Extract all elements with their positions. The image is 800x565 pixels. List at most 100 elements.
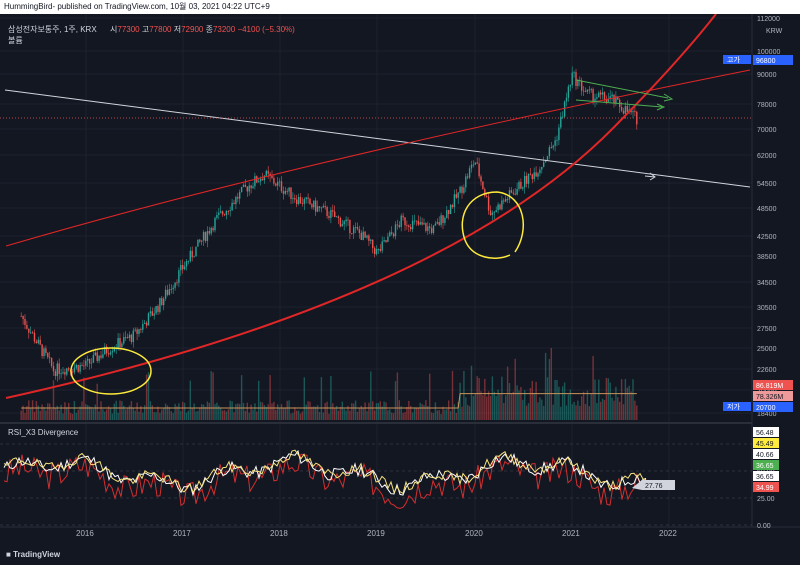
candle-body: [457, 192, 459, 198]
candle-body: [573, 72, 575, 74]
volume-bar: [39, 410, 41, 420]
price-axis[interactable]: 112000 100000 90000 78000 70000 62000 54500 485…: [757, 16, 780, 418]
candle-body: [373, 247, 376, 255]
candle-body: [125, 337, 127, 338]
candle-body: [391, 232, 393, 234]
volume-bar: [231, 401, 233, 420]
volume-bar: [54, 407, 57, 420]
volume-bar: [313, 406, 315, 420]
volume-bar: [240, 375, 243, 420]
volume-bar: [88, 406, 91, 420]
volume-bar: [31, 400, 34, 420]
trend-line-red-thin[interactable]: [5, 69, 751, 247]
volume-bar: [182, 401, 184, 420]
trend-line-white[interactable]: [4, 89, 751, 188]
volume-bar: [497, 389, 499, 420]
candle-body: [271, 175, 273, 179]
candle-body: [563, 101, 566, 117]
volume-bar: [520, 386, 522, 420]
volume-bar: [389, 409, 391, 420]
volume-bar: [250, 404, 252, 420]
volume-bar: [195, 411, 197, 420]
price-tick-label: 78000: [757, 102, 777, 109]
volume-bar: [275, 409, 277, 420]
volume-bar: [410, 405, 412, 420]
candle-body: [87, 358, 89, 361]
highlight-circle-2020[interactable]: [461, 191, 524, 259]
candle-body: [278, 181, 281, 183]
time-tick-label: 2022: [659, 529, 677, 538]
volume-bar: [56, 405, 58, 420]
volume-bar: [210, 371, 212, 420]
volume-bar: [600, 401, 602, 420]
candle-body: [98, 355, 100, 361]
published-header: HummingBird- published on TradingView.co…: [0, 0, 800, 14]
rsi-badge-bg: [753, 471, 779, 481]
candle-body: [33, 332, 36, 342]
rsi-tick-label: 25.00: [757, 496, 775, 503]
volume-bar: [237, 403, 239, 420]
candle-body: [584, 90, 587, 92]
volume-bar: [615, 386, 617, 420]
candle-body: [410, 226, 412, 230]
volume-bar: [77, 409, 79, 420]
rsi-badge-value: 34.99: [756, 485, 774, 492]
volume-bar: [622, 404, 625, 420]
volume-bar: [467, 404, 469, 420]
candle-body: [609, 96, 611, 99]
candle-body: [615, 96, 617, 104]
candle-body: [495, 210, 497, 212]
candle-body: [277, 181, 279, 186]
volume-badge-2: 78.326M: [756, 394, 783, 401]
candle-body: [62, 372, 64, 374]
volume-bar: [343, 408, 345, 420]
volume-bar: [411, 412, 414, 420]
volume-bar: [501, 376, 503, 420]
candle-body: [387, 236, 389, 242]
volume-bar: [619, 401, 621, 420]
volume-bar: [573, 401, 575, 420]
volume-bar: [252, 409, 254, 420]
price-axis-unit: KRW: [766, 28, 783, 35]
rsi-badge-bg: [753, 438, 779, 448]
highlight-circle-2016[interactable]: [70, 347, 152, 395]
candle-body: [288, 187, 290, 192]
channel-top[interactable]: [575, 79, 669, 99]
trend-arrow-white: [644, 175, 656, 178]
volume-bar: [632, 379, 634, 420]
rsi-grid: [0, 443, 752, 526]
candle-body: [83, 365, 85, 367]
rsi-badge-bg: [753, 427, 779, 437]
volume-bar: [554, 379, 556, 420]
candle-body: [197, 239, 199, 247]
candle-body: [206, 231, 209, 242]
candle-body: [341, 224, 343, 227]
time-axis[interactable]: 2016 2017 2018 2019 2020 2021 2022: [76, 529, 677, 538]
volume-bar: [115, 400, 117, 420]
price-tick-label: 100000: [757, 49, 780, 56]
candle-body: [446, 210, 448, 218]
volume-bar: [624, 378, 627, 420]
price-tick-label: 90000: [757, 72, 777, 79]
volume-bar: [294, 407, 296, 420]
candle-body: [303, 199, 305, 204]
candle-body: [451, 204, 454, 208]
candle-body: [214, 217, 216, 231]
candle-body: [123, 337, 125, 344]
parabolic-curve[interactable]: [5, 14, 717, 399]
channel-bottom[interactable]: [575, 99, 663, 108]
volume-bar: [567, 394, 570, 420]
candle-body: [465, 176, 467, 188]
trend-arrowhead-white: [649, 172, 656, 181]
tradingview-logo-icon: ■: [6, 550, 11, 559]
candle-body: [166, 289, 169, 295]
candle-body: [506, 198, 509, 200]
candle-body: [41, 344, 43, 357]
volume-bar: [212, 372, 214, 420]
price-chart[interactable]: 삼성전자보통주, 1주, KRX 시77300 고77800 저72900 종7…: [0, 14, 800, 545]
volume-bar: [111, 413, 114, 420]
volume-bar: [136, 402, 138, 420]
volume-bar: [90, 406, 93, 420]
volume-bar: [354, 400, 357, 420]
volume-bar: [588, 406, 590, 420]
